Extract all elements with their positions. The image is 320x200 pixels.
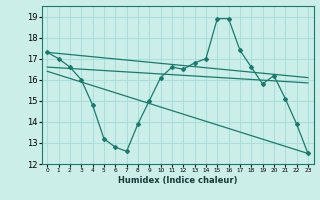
X-axis label: Humidex (Indice chaleur): Humidex (Indice chaleur): [118, 176, 237, 185]
